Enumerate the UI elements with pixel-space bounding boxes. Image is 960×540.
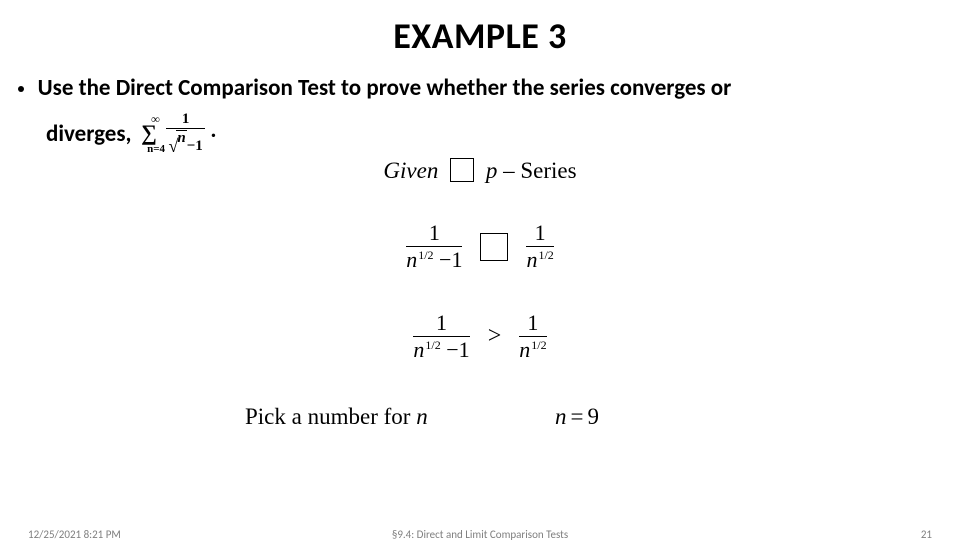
prompt-line-2: diverges, ∞ ∑ n=4 1 √n−1 . <box>46 112 946 155</box>
left-den-minus-1: −1 <box>434 247 463 272</box>
right-den-1: n1/2 <box>526 247 553 271</box>
sum-lower: n=4 <box>147 143 165 155</box>
left-den-exp-2: 1/2 <box>425 338 440 352</box>
right-num-1: 1 <box>526 222 553 246</box>
prompt-text-1: Use the Direct Comparison Test to prove … <box>38 74 732 102</box>
summand-numerator: 1 <box>166 112 204 128</box>
period: . <box>210 116 216 144</box>
compare-left-fraction-1: 1 n1/2 −1 <box>406 222 462 271</box>
prompt-line-1: Use the Direct Comparison Test to prove … <box>18 74 942 102</box>
right-num-2: 1 <box>519 312 546 336</box>
summand-denominator: √n−1 <box>166 129 204 155</box>
right-den-base-2: n <box>519 337 530 362</box>
blank-box-2 <box>480 233 508 261</box>
pick-var-right: n <box>555 404 567 429</box>
left-den-1: n1/2 −1 <box>406 247 462 271</box>
diverges-word: diverges, <box>46 120 132 148</box>
blank-box-1 <box>450 158 474 182</box>
given-text: Given <box>383 158 438 183</box>
pick-var-left: n <box>416 404 428 429</box>
footer-title: §9.4: Direct and Limit Comparison Tests <box>0 528 960 540</box>
pick-text: Pick a number for n <box>245 404 428 430</box>
greater-than-sign: > <box>488 323 502 350</box>
right-den-base-1: n <box>526 247 537 272</box>
summand-fraction: 1 √n−1 <box>166 112 204 155</box>
compare-left-fraction-2: 1 n1/2 −1 <box>413 312 469 361</box>
dash-series: – Series <box>497 158 576 183</box>
p-letter: p <box>486 158 498 183</box>
left-den-2: n1/2 −1 <box>413 337 469 361</box>
compare-line-1: 1 n1/2 −1 1 n1/2 <box>0 222 960 271</box>
pick-eq: = <box>571 404 584 429</box>
slide: EXAMPLE 3 Use the Direct Comparison Test… <box>0 0 960 540</box>
compare-line-2: 1 n1/2 −1 > 1 n1/2 <box>0 312 960 361</box>
pick-value: 9 <box>587 404 599 429</box>
left-den-base-2: n <box>413 337 424 362</box>
footer-page-number: 21 <box>921 528 932 540</box>
left-den-exp-1: 1/2 <box>418 248 433 262</box>
sum-upper: ∞ <box>151 112 160 127</box>
compare-right-fraction-1: 1 n1/2 <box>526 222 553 271</box>
minus-one: −1 <box>187 138 203 154</box>
series-word: Series <box>520 158 576 183</box>
summation: ∞ ∑ n=4 <box>141 122 157 145</box>
right-den-exp-2: 1/2 <box>531 338 546 352</box>
given-line: Given p – Series <box>0 158 960 184</box>
title-text: EXAMPLE 3 <box>393 14 567 58</box>
slide-title: EXAMPLE 3 <box>0 14 960 58</box>
left-den-minus-2: −1 <box>441 337 470 362</box>
bullet-icon <box>18 86 24 92</box>
pick-equation: n=9 <box>555 404 599 430</box>
left-num-2: 1 <box>413 312 469 336</box>
compare-right-fraction-2: 1 n1/2 <box>519 312 546 361</box>
right-den-exp-1: 1/2 <box>538 248 553 262</box>
radicand: n <box>176 130 186 145</box>
right-den-2: n1/2 <box>519 337 546 361</box>
left-den-base-1: n <box>406 247 417 272</box>
pick-prefix: Pick a number for <box>245 404 416 429</box>
left-num-1: 1 <box>406 222 462 246</box>
